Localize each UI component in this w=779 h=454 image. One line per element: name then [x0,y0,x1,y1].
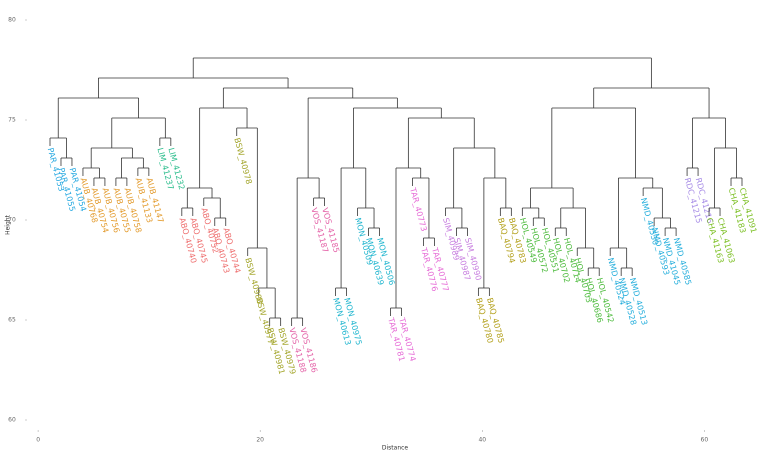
leaf-label: BSW_40980 [243,257,264,305]
leaf-label: BSW_40978 [232,137,253,185]
x-tick-label: 60 [701,437,709,444]
y-tick-label: 75 [8,117,16,124]
leaf-label: TAR_40773 [408,186,429,233]
x-tick-label: 20 [256,437,264,444]
leaf-label: NMD_40530 [639,197,660,246]
y-tick-label: 65 [8,317,16,324]
y-tick-label: 80 [8,17,16,24]
y-tick-label: 70 [8,217,16,224]
x-tick-label: 40 [478,437,486,444]
x-tick-label: 0 [36,437,40,444]
y-tick-label: 60 [8,417,16,424]
x-axis-label: Distance [382,445,409,452]
y-axis-label: Height [5,214,12,234]
